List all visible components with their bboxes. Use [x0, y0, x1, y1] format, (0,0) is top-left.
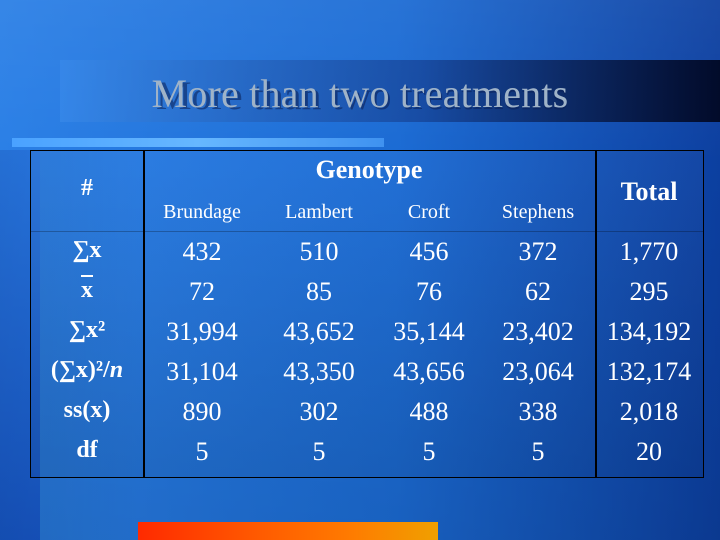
row-label-mean: x — [81, 277, 93, 303]
column-divider-right — [595, 151, 597, 477]
table-cell: 43,656 — [393, 357, 465, 386]
row-label-df: df — [76, 437, 98, 463]
table-cell: 372 — [518, 237, 558, 266]
genotype-croft: Croft — [407, 201, 451, 223]
table-cell: 31,994 — [166, 317, 238, 346]
table-cell: 85 — [306, 277, 332, 306]
row-label-ss: ss(x) — [63, 397, 111, 423]
table-cell-total: 1,770 — [619, 237, 679, 266]
table-cell: 890 — [182, 397, 222, 426]
table-cell: 5 — [531, 437, 545, 466]
table-cell-total: 2,018 — [619, 397, 679, 426]
title-banner — [60, 60, 720, 122]
table-cell: 302 — [299, 397, 339, 426]
table-cell: 43,652 — [283, 317, 355, 346]
table-cell: 72 — [189, 277, 215, 306]
table-cell: 488 — [409, 397, 449, 426]
table-cell: 456 — [409, 237, 449, 266]
table-cell-total: 295 — [629, 277, 669, 306]
genotype-header: Genotype — [315, 155, 423, 184]
row-label-sum-x: ∑x — [72, 237, 102, 263]
table-cell-total: 20 — [636, 437, 662, 466]
table-cell: 62 — [525, 277, 551, 306]
row-label-correction-term: (∑x)²/n — [50, 357, 124, 383]
genotype-lambert: Lambert — [285, 201, 353, 223]
row-label-sum-x-squared: ∑x² — [68, 317, 106, 343]
table-cell: 432 — [182, 237, 222, 266]
table-cell: 510 — [299, 237, 339, 266]
genotype-brundage: Brundage — [163, 201, 241, 223]
table-cell-total: 134,192 — [606, 317, 692, 346]
left-decor-shade — [0, 150, 140, 540]
table-cell: 76 — [416, 277, 442, 306]
genotype-stephens: Stephens — [501, 201, 575, 223]
accent-rule — [12, 138, 384, 147]
bottom-accent-bar — [138, 522, 438, 540]
table-cell: 31,104 — [166, 357, 238, 386]
header-divider — [31, 231, 703, 232]
corner-label: # — [81, 175, 93, 201]
data-table: # Genotype Total Brundage Lambert Croft … — [30, 150, 704, 478]
table-cell: 23,064 — [502, 357, 574, 386]
table-cell: 23,402 — [502, 317, 574, 346]
left-decor-panel — [0, 150, 40, 540]
table-cell: 35,144 — [393, 317, 465, 346]
table-cell-total: 132,174 — [606, 357, 692, 386]
table-cell: 5 — [195, 437, 209, 466]
slide-title: More than two treatments — [151, 71, 569, 116]
table-cell: 43,350 — [283, 357, 355, 386]
column-divider-left — [143, 151, 145, 477]
table-cell: 5 — [422, 437, 436, 466]
table-cell: 338 — [518, 397, 558, 426]
total-header: Total — [620, 177, 678, 206]
table-cell: 5 — [312, 437, 326, 466]
